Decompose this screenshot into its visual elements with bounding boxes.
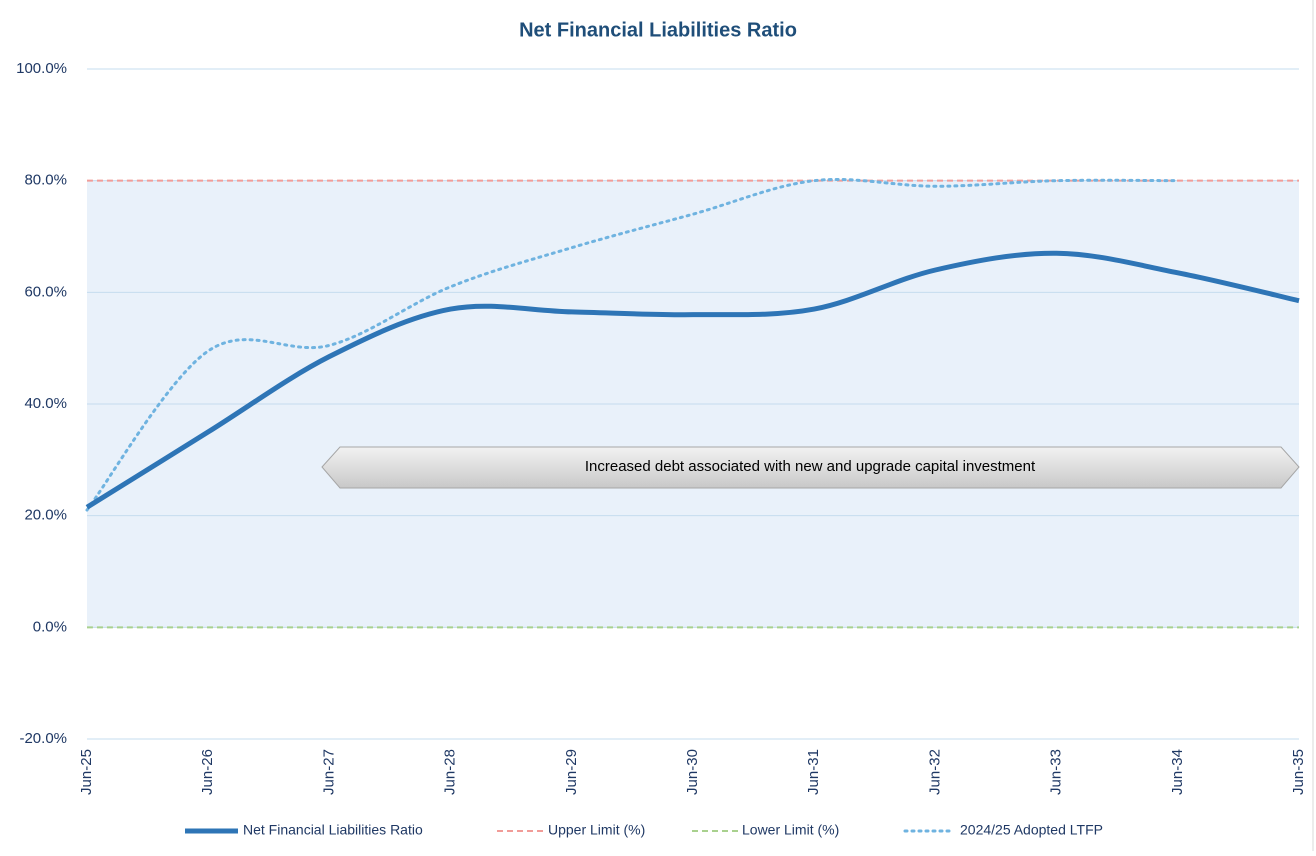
y-tick-label: 80.0% — [24, 172, 67, 189]
legend-label: Lower Limit (%) — [742, 822, 839, 838]
lines-layer — [85, 177, 1300, 629]
arrow-shape — [321, 446, 1300, 489]
chart-title: Net Financial Liabilities Ratio — [519, 19, 797, 41]
x-tick-label: Jun-35 — [1290, 749, 1307, 795]
x-tick-label: Jun-28 — [442, 749, 459, 795]
x-tick-label: Jun-27 — [320, 749, 337, 795]
y-tick-label: 40.0% — [24, 395, 67, 412]
series-line — [85, 250, 1300, 510]
legend-label: Upper Limit (%) — [548, 822, 645, 838]
y-tick-label: 0.0% — [33, 618, 67, 635]
annotation-arrow: Increased debt associated with new and u… — [321, 446, 1300, 489]
y-tick-label: 100.0% — [16, 60, 67, 77]
y-tick-label: 60.0% — [24, 283, 67, 300]
annotation-text: Increased debt associated with new and u… — [585, 458, 1036, 475]
x-tick-label: Jun-30 — [684, 749, 701, 795]
y-tick-label: -20.0% — [19, 730, 67, 747]
legend-label: 2024/25 Adopted LTFP — [960, 822, 1103, 838]
series-line — [85, 177, 1180, 512]
y-tick-label: 20.0% — [24, 507, 67, 524]
x-tick-label: Jun-33 — [1048, 749, 1065, 795]
x-tick-label: Jun-29 — [563, 749, 580, 795]
x-tick-label: Jun-32 — [926, 749, 943, 795]
legend: Net Financial Liabilities Ratio Upper Lim… — [185, 822, 1103, 838]
legend-label: Net Financial Liabilities Ratio — [243, 822, 423, 838]
x-tick-label: Jun-34 — [1169, 749, 1186, 795]
x-tick-label: Jun-26 — [199, 749, 216, 795]
x-tick-label: Jun-25 — [78, 749, 95, 795]
x-tick-label: Jun-31 — [805, 749, 822, 795]
